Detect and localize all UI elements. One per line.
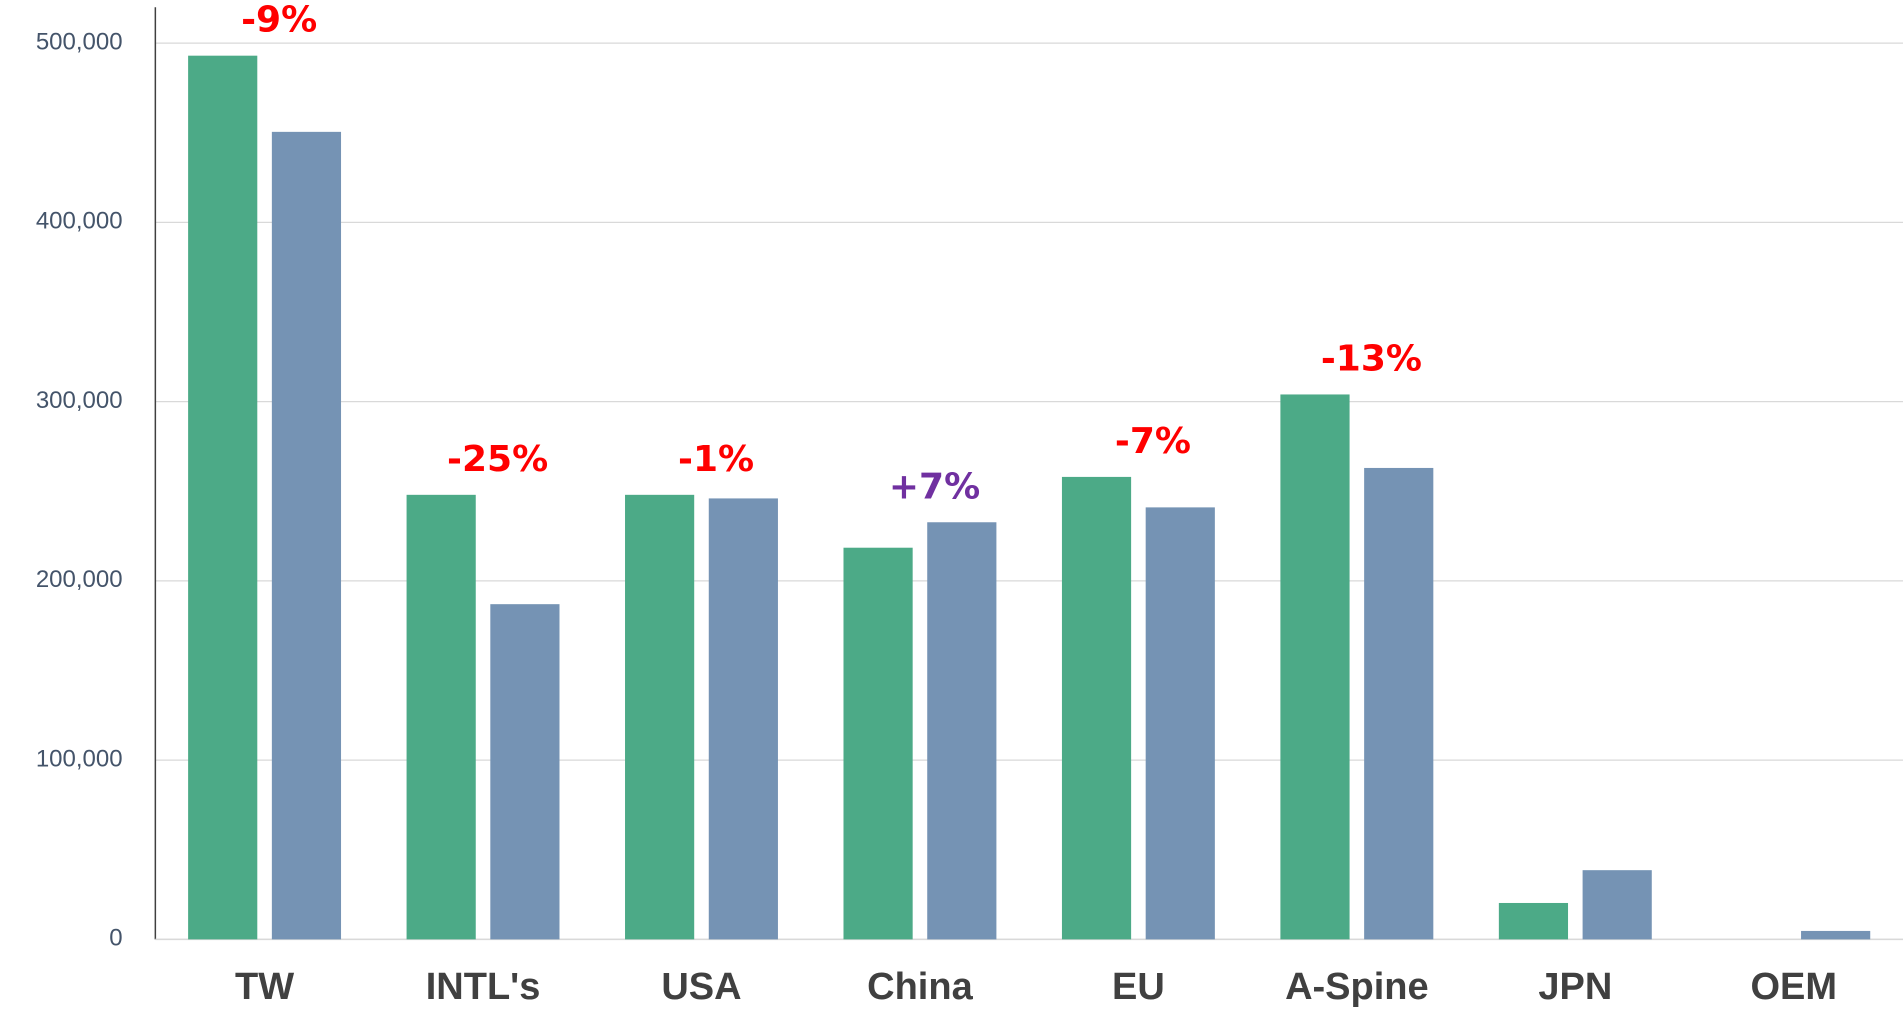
y-tick-label: 100,000 (36, 745, 123, 772)
x-tick-label: China (867, 966, 973, 1008)
y-tick-label: 0 (109, 925, 122, 952)
x-tick-label: OEM (1750, 966, 1837, 1008)
bar (490, 604, 560, 940)
x-tick-label: TW (235, 966, 294, 1008)
x-tick-label: EU (1112, 966, 1165, 1008)
bar (188, 55, 258, 940)
bar (406, 494, 476, 940)
x-tick-label: JPN (1538, 966, 1612, 1008)
bar (1801, 930, 1871, 940)
y-tick-label: 500,000 (36, 28, 123, 55)
bar (625, 494, 695, 940)
change-label: +7% (889, 466, 980, 507)
bar (1498, 902, 1569, 940)
bar (1280, 394, 1350, 940)
bar (927, 522, 997, 940)
x-tick-label: INTL's (426, 966, 541, 1008)
x-tick-label: USA (661, 966, 741, 1008)
y-tick-label: 400,000 (36, 208, 123, 235)
x-tick-label: A-Spine (1285, 966, 1429, 1008)
bar (1582, 870, 1652, 940)
bar (843, 547, 913, 940)
y-tick-label: 300,000 (36, 387, 123, 414)
bar (1364, 467, 1434, 940)
bar (271, 131, 342, 940)
change-label: -7% (1115, 421, 1191, 462)
bar (1061, 476, 1132, 940)
bar (708, 498, 778, 940)
change-label: -25% (447, 439, 548, 480)
change-label: -9% (241, 0, 317, 41)
bar (1145, 507, 1215, 940)
y-tick-label: 200,000 (36, 566, 123, 593)
change-label: -1% (678, 439, 754, 480)
change-label: -13% (1321, 338, 1422, 379)
